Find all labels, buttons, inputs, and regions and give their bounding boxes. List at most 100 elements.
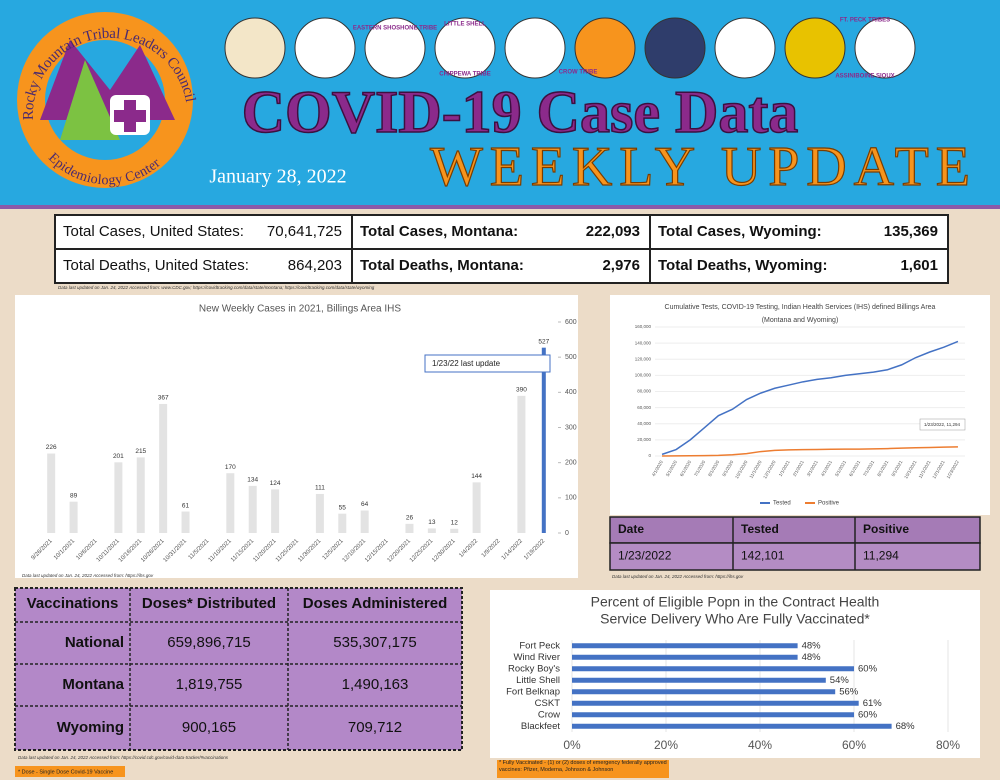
tribe-logo [784, 17, 846, 79]
title: COVID-19 Case Data [242, 79, 799, 145]
tribe-logo [434, 17, 496, 79]
bar [338, 513, 347, 533]
value-label: 390 [516, 387, 527, 394]
value-label: 170 [225, 464, 236, 471]
value-label: 13 [428, 519, 436, 526]
bar [541, 347, 546, 533]
date: January 28, 2022 [209, 166, 346, 188]
table-cell: 1/23/2022 [618, 549, 672, 563]
source-note: Data last updated on Jan. 24, 2022 Acces… [22, 573, 154, 578]
value-label: 54% [830, 675, 850, 686]
footnote: * Dose - Single Dose Covid-19 Vaccine [18, 769, 113, 775]
bar [181, 511, 190, 533]
line [661, 340, 959, 456]
table-cell: National [65, 634, 124, 651]
header-rule [0, 205, 1000, 209]
y-tick-label: Fort Belknap [506, 686, 560, 697]
footnote: * Fully Vaccinated - (1) or (2) doses of… [499, 760, 667, 773]
x-tick-label: 40% [748, 738, 772, 752]
table-cell: Montana [62, 676, 124, 693]
source-note: Data last updated on Jan. 24, 2022 Acces… [18, 755, 229, 760]
footnote-box: * Fully Vaccinated - (1) or (2) doses of… [499, 760, 667, 773]
summary-value: 135,369 [884, 223, 938, 240]
bar [572, 666, 854, 672]
source-note: Data last updated on Jan. 24, 2022 Acces… [58, 285, 375, 290]
value-label: 527 [538, 338, 549, 345]
y2-tick-label: 600 [565, 319, 577, 326]
value-label: 111 [315, 485, 325, 492]
tests-panel [610, 295, 990, 515]
y2-tick-label: 200 [565, 460, 577, 467]
table-header: Date [618, 522, 644, 536]
value-label: 48% [802, 652, 822, 663]
summary-value: 2,976 [602, 257, 640, 274]
value-label: 201 [113, 453, 124, 460]
bar [360, 510, 369, 533]
y-tick-label: Rocky Boy's [508, 663, 560, 674]
value-label: 61 [182, 502, 190, 509]
value-label: 12 [451, 519, 459, 526]
table-row-bg [609, 542, 981, 571]
logo-cross [114, 100, 146, 132]
value-label: 134 [247, 477, 258, 484]
y-tick-label: Blackfeet [521, 721, 560, 732]
line [662, 446, 958, 457]
value-label: 367 [158, 395, 169, 402]
y2-tick-label: 300 [565, 424, 577, 431]
bar [271, 489, 280, 533]
summary-value: 864,203 [288, 257, 342, 274]
summary-value: 222,093 [586, 223, 640, 240]
value-label: 226 [46, 444, 57, 451]
tribe-logo [364, 17, 426, 79]
y-tick-label: Fort Peck [519, 640, 560, 651]
bar [405, 523, 414, 533]
summary-label: Total Cases, Montana: [360, 223, 518, 240]
summary-label: Total Deaths, Montana: [360, 257, 524, 274]
bar [450, 528, 459, 533]
annotation-box [919, 418, 966, 431]
y-tick-label: Little Shell [516, 675, 560, 686]
bar [315, 493, 324, 533]
chart-title: (Montana and Wyoming) [762, 317, 839, 324]
logo-text: FT. PECK TRIBES [840, 18, 890, 24]
value-label: 56% [839, 686, 859, 697]
table-cell: Wyoming [57, 719, 124, 736]
chart-title: Percent of Eligible Popn in the Contract… [591, 594, 880, 610]
summary-label: Total Cases, United States: [63, 223, 244, 240]
bar [427, 528, 436, 533]
bar [472, 482, 481, 533]
table-header-bg [609, 516, 981, 544]
chart-title: New Weekly Cases in 2021, Billings Area … [199, 304, 401, 315]
tribe-logo [714, 17, 776, 79]
bar [572, 700, 859, 706]
y-tick-label: 40,000 [637, 421, 651, 426]
y2-tick-label: 500 [565, 354, 577, 361]
value-label: 124 [270, 480, 281, 487]
value-label: 60% [858, 663, 878, 674]
bar [572, 689, 836, 695]
value-label: 144 [471, 473, 482, 480]
bar [69, 501, 78, 533]
y2-tick-label: 0 [565, 530, 569, 537]
y2-tick-label: 100 [565, 495, 577, 502]
y-tick-label: 140,000 [635, 340, 652, 345]
bar [114, 462, 123, 533]
logo-text: CROW TRIBE [559, 70, 598, 76]
table-bg [14, 587, 463, 751]
tribe-logo [854, 17, 916, 79]
table-cell: 11,294 [863, 549, 899, 563]
bar [572, 643, 798, 649]
bar [572, 712, 854, 718]
cases-panel [15, 295, 578, 578]
summary-value: 70,641,725 [267, 223, 342, 240]
legend-label: Positive [818, 501, 840, 507]
value-label: 215 [135, 448, 146, 455]
value-label: 60% [858, 709, 878, 720]
bar [248, 485, 257, 533]
table-cell: 709,712 [348, 719, 402, 736]
bar [159, 403, 168, 533]
summary-label: Total Deaths, Wyoming: [658, 257, 827, 274]
legend-label: Tested [773, 501, 791, 507]
value-label: 89 [70, 492, 78, 499]
table-header: Doses Administered [303, 595, 448, 612]
